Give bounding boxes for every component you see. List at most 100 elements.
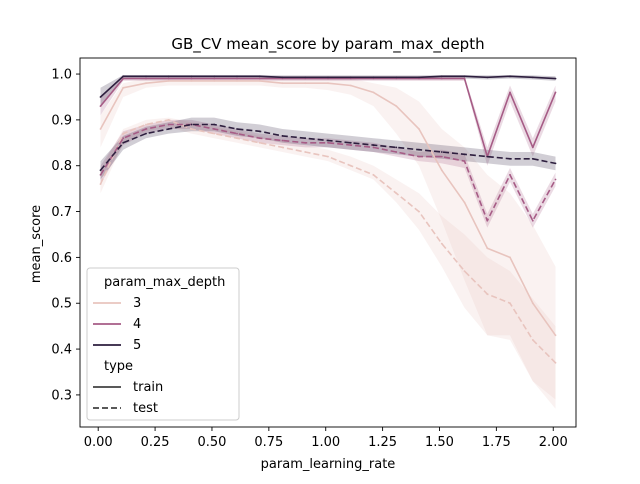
data-point-depth-4-test <box>258 137 261 140</box>
data-point-depth-4-train <box>531 146 534 149</box>
data-point-depth-3-train <box>281 82 284 85</box>
data-point-depth-4-test <box>213 128 216 130</box>
data-point-depth-5-train <box>463 75 466 78</box>
y-tick-label: 0.4 <box>51 343 72 358</box>
data-point-depth-3-test <box>258 141 261 144</box>
data-point-depth-5-test <box>99 169 102 172</box>
plot-frame <box>79 57 577 428</box>
x-tick-label: 0.25 <box>141 435 170 450</box>
data-point-depth-4-train <box>440 77 443 80</box>
data-point-depth-3-train <box>213 80 216 82</box>
data-point-depth-5-train <box>122 75 125 78</box>
series-lines <box>99 75 557 364</box>
chart-title: GB_CV mean_score by param_max_depth <box>171 35 484 54</box>
legend-hue-title: param_max_depth <box>104 275 225 290</box>
legend-label-test: test <box>133 401 158 416</box>
data-point-depth-3-test <box>509 302 511 305</box>
data-point-depth-4-test <box>372 146 375 149</box>
data-point-depth-3-test <box>281 146 284 149</box>
y-axis-title: mean_score <box>29 205 44 283</box>
band-depth-4-test <box>100 119 556 228</box>
data-point-depth-4-test <box>418 155 420 158</box>
data-point-depth-3-test <box>440 242 443 245</box>
band-depth-3-test <box>100 117 556 400</box>
data-point-depth-4-test <box>167 123 170 126</box>
data-point-depth-4-test <box>327 141 329 144</box>
data-point-depth-4-train <box>509 91 511 94</box>
data-point-depth-3-test <box>236 137 238 140</box>
legend-label-depth-5: 5 <box>133 338 141 353</box>
x-axis-title: param_learning_rate <box>261 457 396 472</box>
data-point-depth-3-test <box>349 164 352 167</box>
data-point-depth-5-test <box>509 157 511 160</box>
data-point-depth-3-train <box>509 256 511 259</box>
data-point-depth-4-test <box>531 219 534 222</box>
data-point-depth-5-train <box>236 75 238 78</box>
data-point-depth-3-train <box>418 128 420 130</box>
y-tick-label: 1.0 <box>51 68 72 83</box>
data-point-depth-3-train <box>258 80 261 82</box>
data-point-depth-4-train <box>213 77 216 80</box>
data-point-depth-3-test <box>304 151 307 153</box>
x-tick-label: 0.00 <box>84 435 113 450</box>
data-point-depth-4-train <box>304 77 307 80</box>
data-point-depth-3-test <box>190 128 193 130</box>
data-point-depth-3-train <box>349 84 352 87</box>
data-point-depth-5-test <box>190 123 193 126</box>
y-tick-label: 0.8 <box>51 159 72 174</box>
data-point-depth-5-train <box>281 76 284 79</box>
legend-box <box>86 267 240 421</box>
data-point-depth-4-train <box>167 77 170 80</box>
data-point-depth-5-train <box>486 76 489 79</box>
data-point-depth-4-test <box>122 137 125 140</box>
axes: 0.00 0.25 0.50 0.75 1.00 1.25 1.50 1.75 2.000.30… <box>51 57 577 450</box>
data-point-depth-4-test <box>463 160 466 163</box>
data-point-depth-3-train <box>99 128 102 130</box>
x-tick-label: 0.50 <box>197 435 226 450</box>
data-point-depth-4-train <box>281 77 284 80</box>
data-point-depth-4-train <box>395 77 398 80</box>
data-point-depth-5-test <box>531 157 534 160</box>
data-point-depth-3-train <box>236 80 238 82</box>
data-point-depth-5-train <box>440 75 443 78</box>
data-point-depth-4-train <box>418 77 420 80</box>
series-line-depth-4-test <box>99 123 557 222</box>
data-point-depth-4-train <box>554 91 557 94</box>
data-point-depth-3-train <box>531 302 534 305</box>
data-point-depth-5-test <box>395 146 398 149</box>
data-point-depth-3-train <box>395 105 398 107</box>
x-tick-label: 0.75 <box>254 435 283 450</box>
data-point-depth-3-test <box>99 183 102 186</box>
data-point-depth-5-test <box>440 151 443 153</box>
x-tick-label: 1.25 <box>368 435 397 450</box>
band-depth-3-train <box>100 78 556 409</box>
data-point-depth-4-test <box>145 128 147 130</box>
data-point-depth-5-train <box>190 75 193 78</box>
data-point-depth-3-test <box>463 270 466 272</box>
data-point-depth-4-train <box>463 77 466 80</box>
data-point-depth-3-test <box>122 132 125 135</box>
data-point-depth-5-train <box>395 76 398 79</box>
y-tick-label: 0.9 <box>51 113 72 128</box>
data-point-depth-5-test <box>349 141 352 144</box>
data-point-depth-5-train <box>531 76 534 79</box>
data-point-depth-3-test <box>531 339 534 341</box>
data-point-depth-4-test <box>486 219 489 222</box>
data-point-depth-5-train <box>418 76 420 79</box>
data-point-depth-5-test <box>281 135 284 137</box>
legend-label-depth-3: 3 <box>133 296 141 311</box>
data-point-depth-4-train <box>258 77 261 80</box>
data-point-depth-4-test <box>554 178 557 181</box>
data-point-depth-5-train <box>554 77 557 80</box>
data-point-depth-3-test <box>213 132 216 135</box>
legend-label-depth-4: 4 <box>133 317 141 332</box>
data-point-depth-5-test <box>122 141 125 144</box>
data-point-depth-5-test <box>372 144 375 147</box>
y-tick-label: 0.3 <box>51 388 72 403</box>
data-point-depth-3-test <box>145 123 147 126</box>
data-point-depth-3-train <box>372 91 375 94</box>
data-point-depth-5-train <box>145 75 147 78</box>
data-point-depth-4-train <box>122 77 125 80</box>
band-depth-5-test <box>100 117 556 180</box>
